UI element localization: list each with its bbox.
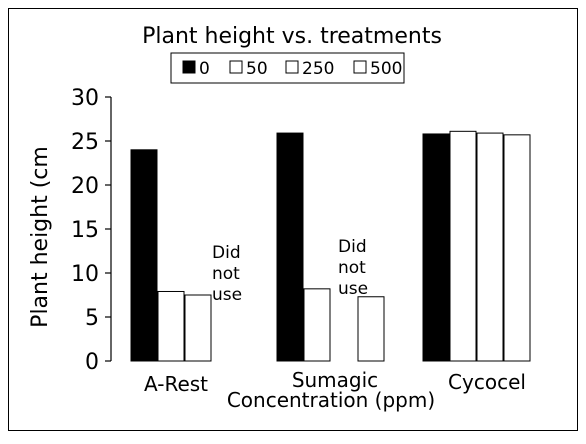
bar-annotation: Did not use: [212, 243, 242, 305]
y-axis-label: Plant height (cm: [28, 146, 53, 328]
bar-series-0-sumagic: [276, 132, 304, 362]
bar-series-1-a-rest: [157, 290, 185, 362]
legend: 0 50 250 500: [170, 52, 405, 84]
legend-label-series-3: 500: [370, 59, 402, 79]
legend-label-series-0: 0: [199, 59, 210, 79]
bar-series-3-cycocel: [503, 134, 531, 362]
legend-swatch-series-0: [182, 60, 196, 74]
x-axis-label: Concentration (ppm): [227, 388, 435, 412]
y-tick-label: 25: [71, 130, 99, 155]
y-tick-label: 0: [85, 350, 99, 375]
bar-annotation: Did not use: [338, 237, 368, 299]
legend-swatch-series-3: [353, 60, 367, 74]
bar-series-3-sumagic: [357, 296, 385, 362]
x-category-label: A-Rest: [144, 372, 208, 396]
bar-series-0-a-rest: [130, 149, 158, 362]
y-tick-label: 10: [71, 262, 99, 287]
legend-label-series-2: 250: [302, 59, 334, 79]
bar-series-0-cycocel: [422, 133, 450, 362]
bar-series-1-cycocel: [449, 130, 477, 362]
legend-label-series-1: 50: [246, 59, 268, 79]
legend-swatch-series-2: [285, 60, 299, 74]
legend-swatch-series-1: [229, 60, 243, 74]
y-tick-label: 5: [85, 306, 99, 331]
bar-series-2-a-rest: [184, 294, 212, 362]
chart-title: Plant height vs. treatments: [142, 24, 442, 49]
bar-series-2-cycocel: [476, 132, 504, 362]
y-tick-label: 20: [71, 174, 99, 199]
bar-series-1-sumagic: [303, 288, 331, 362]
y-tick-label: 30: [71, 86, 99, 111]
x-category-label: Sumagic: [292, 368, 378, 392]
y-tick-label: 15: [71, 218, 99, 243]
x-category-label: Cycocel: [448, 370, 526, 394]
